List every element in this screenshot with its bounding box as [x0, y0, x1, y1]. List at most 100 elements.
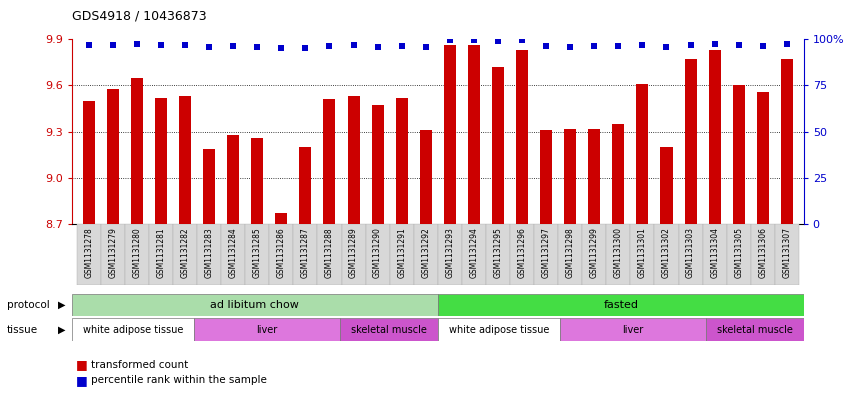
Bar — [77, 224, 101, 285]
Text: ■: ■ — [76, 358, 88, 371]
Bar — [560, 318, 706, 341]
Point — [540, 42, 553, 49]
Text: protocol: protocol — [7, 300, 50, 310]
Point — [154, 42, 168, 48]
Bar — [636, 84, 648, 224]
Bar — [706, 318, 804, 341]
Bar — [365, 224, 390, 285]
Text: GSM1131293: GSM1131293 — [445, 227, 454, 278]
Bar — [492, 67, 504, 224]
Bar — [781, 59, 793, 224]
Bar — [437, 318, 560, 341]
Bar — [613, 124, 624, 224]
Bar — [299, 147, 311, 224]
Text: GSM1131304: GSM1131304 — [710, 227, 719, 278]
Bar — [607, 224, 630, 285]
Point — [563, 44, 577, 50]
Bar — [558, 224, 582, 285]
Text: transformed count: transformed count — [91, 360, 189, 370]
Text: GSM1131303: GSM1131303 — [686, 227, 695, 278]
Point — [684, 42, 697, 48]
Bar — [101, 224, 125, 285]
Bar — [444, 46, 456, 224]
Bar — [323, 99, 336, 224]
Text: skeletal muscle: skeletal muscle — [351, 325, 427, 335]
Bar — [709, 50, 721, 224]
Bar — [727, 224, 750, 285]
Text: GSM1131298: GSM1131298 — [566, 227, 574, 278]
Point — [227, 42, 240, 49]
Point — [322, 42, 336, 49]
Text: GSM1131283: GSM1131283 — [205, 227, 214, 278]
Text: GSM1131281: GSM1131281 — [157, 227, 166, 278]
Bar — [149, 224, 173, 285]
Bar — [534, 224, 558, 285]
Text: GSM1131297: GSM1131297 — [541, 227, 551, 278]
Text: GSM1131284: GSM1131284 — [228, 227, 238, 278]
Text: GSM1131305: GSM1131305 — [734, 227, 743, 278]
Bar — [203, 149, 215, 224]
Bar — [516, 50, 528, 224]
Bar — [245, 224, 269, 285]
Bar — [630, 224, 655, 285]
Text: GSM1131301: GSM1131301 — [638, 227, 647, 278]
Point — [419, 44, 432, 50]
Text: GSM1131287: GSM1131287 — [301, 227, 310, 278]
Text: liver: liver — [256, 325, 277, 335]
Point — [106, 42, 119, 48]
Point — [732, 42, 745, 48]
Text: GDS4918 / 10436873: GDS4918 / 10436873 — [72, 10, 206, 23]
Point — [467, 37, 481, 43]
Point — [299, 44, 312, 51]
Bar — [750, 224, 775, 285]
Text: ▶: ▶ — [58, 325, 65, 335]
Text: fasted: fasted — [603, 300, 638, 310]
Bar — [348, 96, 360, 224]
Bar — [125, 224, 149, 285]
Text: GSM1131280: GSM1131280 — [133, 227, 141, 278]
Text: GSM1131294: GSM1131294 — [470, 227, 479, 278]
Bar — [757, 92, 769, 224]
Text: skeletal muscle: skeletal muscle — [717, 325, 793, 335]
Text: GSM1131279: GSM1131279 — [108, 227, 118, 278]
Point — [130, 41, 144, 47]
Bar — [275, 213, 288, 224]
Bar — [702, 224, 727, 285]
Bar — [107, 88, 118, 224]
Point — [250, 44, 264, 50]
Point — [708, 41, 722, 47]
Bar — [564, 129, 576, 224]
Bar — [437, 294, 804, 316]
Point — [515, 37, 529, 43]
Text: GSM1131296: GSM1131296 — [518, 227, 526, 278]
Bar — [173, 224, 197, 285]
Bar — [179, 96, 191, 224]
Point — [756, 42, 770, 49]
Text: GSM1131307: GSM1131307 — [783, 227, 791, 278]
Text: GSM1131282: GSM1131282 — [180, 227, 190, 278]
Bar — [678, 224, 702, 285]
Text: GSM1131278: GSM1131278 — [85, 227, 93, 278]
Bar — [396, 98, 408, 224]
Text: white adipose tissue: white adipose tissue — [448, 325, 549, 335]
Bar — [588, 129, 601, 224]
Text: GSM1131289: GSM1131289 — [349, 227, 358, 278]
Bar — [582, 224, 607, 285]
Bar — [197, 224, 221, 285]
Text: GSM1131286: GSM1131286 — [277, 227, 286, 278]
Bar — [462, 224, 486, 285]
Bar — [468, 46, 480, 224]
Text: ▶: ▶ — [58, 300, 65, 310]
Bar — [72, 318, 194, 341]
Text: percentile rank within the sample: percentile rank within the sample — [91, 375, 267, 386]
Bar — [294, 224, 317, 285]
Text: GSM1131300: GSM1131300 — [614, 227, 623, 278]
Bar — [661, 147, 673, 224]
Point — [587, 42, 601, 49]
Text: GSM1131292: GSM1131292 — [421, 227, 431, 278]
Bar — [317, 224, 342, 285]
Bar — [72, 294, 437, 316]
Text: GSM1131306: GSM1131306 — [758, 227, 767, 278]
Point — [179, 42, 192, 48]
Point — [612, 42, 625, 49]
